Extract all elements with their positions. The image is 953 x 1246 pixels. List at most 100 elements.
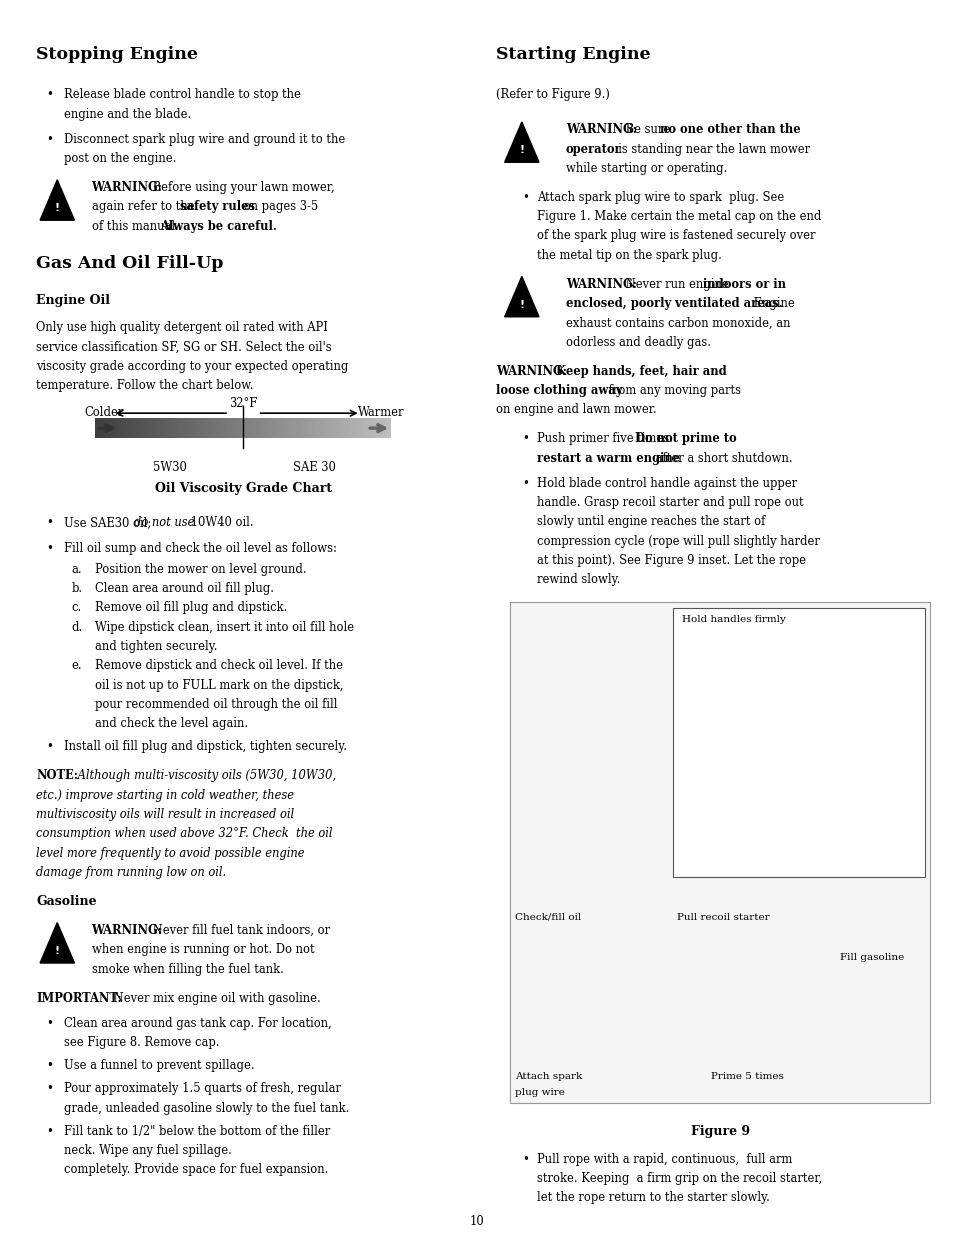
- Bar: [373, 419, 375, 439]
- Bar: [291, 419, 294, 439]
- Bar: [343, 419, 346, 439]
- Bar: [251, 419, 254, 439]
- Text: stroke. Keeping  a firm grip on the recoil starter,: stroke. Keeping a firm grip on the recoi…: [537, 1171, 821, 1185]
- Text: again refer to the: again refer to the: [91, 201, 197, 213]
- Text: •: •: [46, 542, 52, 554]
- Text: e.: e.: [71, 659, 82, 673]
- Bar: [229, 419, 232, 439]
- Bar: [195, 419, 198, 439]
- Text: Clean area around oil fill plug.: Clean area around oil fill plug.: [95, 582, 274, 596]
- Bar: [117, 419, 121, 439]
- Bar: [302, 419, 306, 439]
- Text: Oil Viscosity Grade Chart: Oil Viscosity Grade Chart: [154, 482, 332, 495]
- Text: Pull rope with a rapid, continuous,  full arm: Pull rope with a rapid, continuous, full…: [537, 1153, 792, 1165]
- Text: •: •: [521, 432, 528, 445]
- Text: Pour approximately 1.5 quarts of fresh, regular: Pour approximately 1.5 quarts of fresh, …: [64, 1083, 340, 1095]
- Text: Never run engine: Never run engine: [621, 278, 732, 290]
- Text: of this manual.: of this manual.: [91, 219, 186, 233]
- Text: •: •: [46, 516, 52, 530]
- Bar: [166, 419, 169, 439]
- Bar: [257, 419, 261, 439]
- Bar: [210, 419, 213, 439]
- Text: after a short shutdown.: after a short shutdown.: [651, 451, 791, 465]
- Text: Be sure: Be sure: [621, 123, 673, 136]
- Bar: [151, 419, 154, 439]
- Text: smoke when filling the fuel tank.: smoke when filling the fuel tank.: [91, 963, 283, 976]
- Polygon shape: [504, 277, 538, 316]
- Text: •: •: [46, 88, 52, 101]
- Text: •: •: [46, 1059, 52, 1072]
- Text: !: !: [518, 146, 524, 156]
- Bar: [335, 419, 339, 439]
- Text: and check the level again.: and check the level again.: [95, 718, 249, 730]
- Text: etc.) improve starting in cold weather, these: etc.) improve starting in cold weather, …: [36, 789, 294, 801]
- Text: Clean area around gas tank cap. For location,: Clean area around gas tank cap. For loca…: [64, 1017, 332, 1029]
- Text: do not use: do not use: [133, 516, 193, 530]
- Text: post on the engine.: post on the engine.: [64, 152, 176, 166]
- Text: WARNING:: WARNING:: [565, 123, 636, 136]
- Text: Engine: Engine: [749, 297, 794, 310]
- Bar: [162, 419, 166, 439]
- Bar: [221, 419, 225, 439]
- Text: damage from running low on oil.: damage from running low on oil.: [36, 866, 226, 878]
- Text: Do not prime to: Do not prime to: [635, 432, 737, 445]
- Text: restart a warm engine: restart a warm engine: [537, 451, 679, 465]
- Text: Fill gasoline: Fill gasoline: [839, 952, 902, 962]
- Text: of the spark plug wire is fastened securely over: of the spark plug wire is fastened secur…: [537, 229, 815, 243]
- Text: •: •: [521, 1153, 528, 1165]
- Bar: [206, 419, 210, 439]
- Text: Use SAE30 oil;: Use SAE30 oil;: [64, 516, 154, 530]
- Text: Install oil fill plug and dipstick, tighten securely.: Install oil fill plug and dipstick, tigh…: [64, 740, 347, 754]
- Bar: [139, 419, 143, 439]
- Bar: [202, 419, 206, 439]
- Text: Although multi-viscosity oils (5W30, 10W30,: Although multi-viscosity oils (5W30, 10W…: [74, 770, 336, 782]
- Text: neck. Wipe any fuel spillage.: neck. Wipe any fuel spillage.: [64, 1144, 232, 1158]
- Text: Before using your lawn mower,: Before using your lawn mower,: [149, 181, 335, 194]
- Text: loose clothing away: loose clothing away: [496, 384, 621, 397]
- Text: SAE 30: SAE 30: [294, 461, 335, 473]
- Text: safety rules: safety rules: [180, 201, 255, 213]
- Text: Never fill fuel tank indoors, or: Never fill fuel tank indoors, or: [149, 925, 330, 937]
- Polygon shape: [40, 179, 74, 221]
- Text: •: •: [46, 1125, 52, 1138]
- Bar: [247, 419, 251, 439]
- Text: Pull recoil starter: Pull recoil starter: [677, 912, 769, 922]
- Bar: [225, 419, 229, 439]
- Text: plug wire: plug wire: [515, 1088, 564, 1096]
- Bar: [184, 419, 188, 439]
- Bar: [383, 419, 387, 439]
- Text: (Refer to Figure 9.): (Refer to Figure 9.): [496, 88, 609, 101]
- Polygon shape: [504, 122, 538, 162]
- Text: viscosity grade according to your expected operating: viscosity grade according to your expect…: [36, 360, 348, 373]
- Text: completely. Provide space for fuel expansion.: completely. Provide space for fuel expan…: [64, 1164, 328, 1176]
- Bar: [125, 419, 129, 439]
- Text: enclosed, poorly ventilated areas.: enclosed, poorly ventilated areas.: [565, 297, 781, 310]
- Bar: [379, 419, 383, 439]
- Text: 10: 10: [469, 1215, 484, 1227]
- Text: and tighten securely.: and tighten securely.: [95, 640, 217, 653]
- Text: while starting or operating.: while starting or operating.: [565, 162, 726, 174]
- Text: •: •: [46, 1017, 52, 1029]
- Bar: [280, 419, 284, 439]
- Text: Only use high quality detergent oil rated with API: Only use high quality detergent oil rate…: [36, 321, 328, 334]
- Bar: [284, 419, 288, 439]
- Text: Gas And Oil Fill-Up: Gas And Oil Fill-Up: [36, 254, 223, 272]
- Text: let the rope return to the starter slowly.: let the rope return to the starter slowl…: [537, 1191, 769, 1204]
- Text: •: •: [46, 133, 52, 146]
- Bar: [170, 419, 172, 439]
- Bar: [213, 419, 217, 439]
- Text: pour recommended oil through the oil fill: pour recommended oil through the oil fil…: [95, 698, 337, 711]
- Text: d.: d.: [71, 621, 83, 634]
- Text: 5W30: 5W30: [152, 461, 187, 473]
- Bar: [369, 419, 373, 439]
- Bar: [143, 419, 147, 439]
- Text: Warmer: Warmer: [357, 406, 404, 419]
- Bar: [672, 608, 924, 877]
- Text: Always be careful.: Always be careful.: [160, 219, 276, 233]
- Bar: [198, 419, 202, 439]
- Text: is standing near the lawn mower: is standing near the lawn mower: [610, 142, 809, 156]
- Text: a.: a.: [71, 563, 82, 576]
- Bar: [328, 419, 332, 439]
- Text: on pages 3-5: on pages 3-5: [240, 201, 318, 213]
- Bar: [361, 419, 365, 439]
